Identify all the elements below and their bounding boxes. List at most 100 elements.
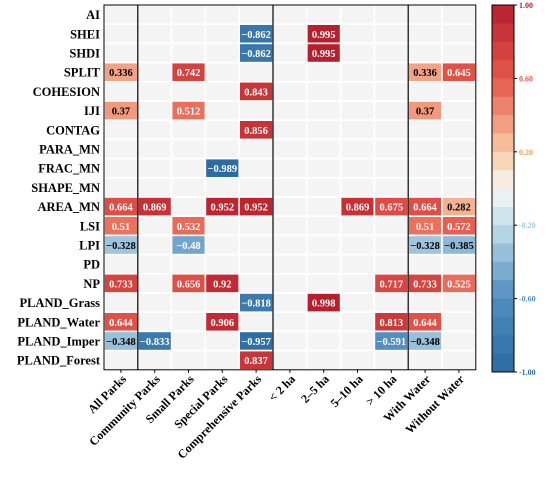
colorbar-segment: [492, 335, 514, 355]
empty-cell: [238, 100, 274, 122]
heatmap-cell: [170, 234, 207, 256]
empty-cell: [238, 311, 274, 333]
cell-value-label: 0.656: [177, 279, 201, 290]
empty-cell: [407, 4, 443, 26]
empty-cell: [305, 119, 342, 141]
empty-cell: [170, 119, 207, 141]
empty-cell: [272, 138, 308, 160]
empty-cell: [339, 81, 376, 102]
empty-cell: [204, 119, 240, 141]
empty-cell: [272, 177, 308, 198]
row-labels: AI SHEI SHDI SPLIT COHESION IJI CONTAG PARA_MN F…: [17, 8, 101, 368]
empty-cell: [305, 196, 342, 218]
empty-cell: [373, 119, 409, 141]
row-label: PLAND_Imper: [17, 335, 100, 349]
empty-cell: [103, 23, 139, 45]
colorbar-segment: [492, 133, 514, 153]
empty-cell: [441, 138, 477, 160]
heatmap-cell: [170, 100, 207, 122]
empty-cell: [441, 177, 477, 198]
cell-value-label: 0.336: [413, 68, 437, 79]
empty-cell: [137, 177, 173, 198]
cell-value-label: 0.512: [177, 107, 201, 118]
cell-value-label: 0.717: [379, 279, 403, 290]
heatmap-cells: [103, 4, 477, 371]
empty-cell: [204, 349, 240, 371]
empty-cell: [407, 177, 443, 198]
row-label: SPLIT: [64, 66, 101, 80]
empty-cell: [137, 157, 173, 179]
cell-value-label: 0.869: [346, 203, 370, 214]
heatmap-cell: [204, 311, 240, 333]
empty-cell: [339, 234, 376, 256]
empty-cell: [137, 349, 173, 371]
empty-cell: [170, 4, 207, 26]
empty-cell: [373, 292, 409, 314]
empty-cell: [373, 177, 409, 198]
empty-cell: [272, 81, 308, 102]
empty-cell: [272, 23, 308, 45]
empty-cell: [170, 311, 207, 333]
empty-cell: [204, 177, 240, 198]
empty-cell: [373, 157, 409, 179]
row-label: PD: [83, 258, 100, 272]
colorbar-segment: [492, 23, 514, 43]
cell-value-label: 0.856: [244, 126, 268, 137]
colorbar-segment: [492, 243, 514, 263]
empty-cell: [137, 23, 173, 45]
cell-value-label: 0.525: [447, 279, 471, 290]
colorbar-segment: [492, 151, 514, 171]
heatmap-cell: [170, 61, 207, 83]
cell-value-label: 0.664: [413, 203, 437, 214]
empty-cell: [137, 311, 173, 333]
empty-cell: [103, 119, 139, 141]
empty-cell: [441, 330, 477, 352]
empty-cell: [407, 23, 443, 45]
empty-cell: [305, 61, 342, 83]
colorbar-segment: [492, 188, 514, 208]
empty-cell: [238, 215, 274, 237]
empty-cell: [373, 81, 409, 102]
empty-cell: [339, 138, 376, 160]
empty-cell: [441, 292, 477, 314]
row-label: PARA_MN: [39, 143, 100, 157]
row-label: AI: [86, 8, 100, 22]
empty-cell: [339, 157, 376, 179]
colorbar-segment: [492, 5, 514, 24]
empty-cell: [441, 23, 477, 45]
cell-value-label: 0.998: [312, 299, 336, 310]
empty-cell: [272, 253, 308, 275]
empty-cell: [305, 330, 342, 352]
colorbar-tick-label: 1.00: [519, 1, 533, 10]
cell-value-label: −0.833: [140, 337, 170, 348]
empty-cell: [204, 234, 240, 256]
empty-cell: [305, 253, 342, 275]
empty-cell: [170, 196, 207, 218]
empty-cell: [305, 177, 342, 198]
empty-cell: [137, 138, 173, 160]
empty-cell: [441, 81, 477, 102]
empty-cell: [407, 157, 443, 179]
column-label: 2–5 ha: [298, 372, 332, 406]
empty-cell: [170, 177, 207, 198]
colorbar-segment: [492, 280, 514, 299]
empty-cell: [339, 311, 376, 333]
row-label: SHEI: [70, 27, 100, 41]
empty-cell: [373, 215, 409, 237]
empty-cell: [272, 4, 308, 26]
empty-cell: [103, 42, 139, 64]
cell-value-label: 0.37: [112, 107, 130, 118]
cell-value-label: 0.282: [447, 203, 471, 214]
empty-cell: [204, 253, 240, 275]
empty-cell: [373, 253, 409, 275]
cell-value-label: −0.989: [207, 164, 237, 175]
empty-cell: [339, 100, 376, 122]
empty-cell: [339, 61, 376, 83]
cell-value-label: −0.818: [241, 299, 271, 310]
empty-cell: [373, 349, 409, 371]
empty-cell: [272, 42, 308, 64]
cell-value-label: −0.862: [241, 30, 271, 41]
cell-value-label: 0.837: [244, 356, 268, 367]
empty-cell: [373, 100, 409, 122]
row-label: LPI: [79, 239, 100, 253]
